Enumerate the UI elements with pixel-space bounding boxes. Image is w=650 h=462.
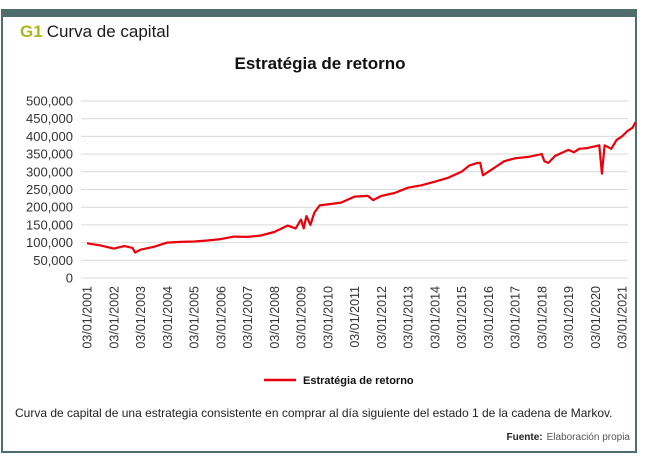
- y-tick-label: 0: [66, 271, 73, 286]
- series-line: [86, 121, 637, 254]
- source-label: Fuente:: [506, 432, 543, 443]
- y-tick-label: 300,000: [26, 164, 73, 179]
- y-tick-label: 350,000: [26, 147, 73, 162]
- y-tick-label: 500,000: [26, 94, 73, 109]
- x-tick-label: 03/01/2005: [188, 286, 202, 349]
- x-tick-label: 03/01/2021: [616, 286, 630, 349]
- y-tick-label: 250,000: [26, 182, 73, 197]
- x-tick-label: 03/01/2014: [428, 286, 442, 349]
- x-tick-label: 03/01/2008: [268, 286, 282, 349]
- x-tick-label: 03/01/2013: [402, 286, 416, 349]
- y-tick-label: 400,000: [26, 129, 73, 144]
- x-tick-label: 03/01/2020: [589, 286, 603, 349]
- x-tick-label: 03/01/2016: [482, 286, 496, 349]
- y-tick-label: 50,000: [33, 253, 73, 268]
- x-tick-label: 03/01/2007: [241, 286, 255, 349]
- x-tick-label: 03/01/2017: [509, 286, 523, 349]
- x-tick-label: 03/01/2002: [107, 286, 121, 349]
- legend-label: Estratégia de retorno: [303, 375, 414, 387]
- y-axis-tick-labels: 0 50,000 100,000 150,000 200,000 250,000 300,0…: [26, 94, 73, 286]
- y-tick-label: 200,000: [26, 200, 73, 215]
- x-tick-label: 03/01/2010: [321, 286, 335, 349]
- x-tick-label: 03/01/2018: [535, 286, 549, 349]
- source-value: Elaboración propia: [546, 432, 630, 443]
- figure-header: G1 Curva de capital: [20, 22, 170, 42]
- x-tick-label: 03/01/2012: [375, 286, 389, 349]
- x-tick-label: 03/01/2015: [455, 286, 469, 349]
- x-tick-label: 03/01/2004: [161, 286, 175, 349]
- grid-lines: [81, 100, 628, 279]
- x-tick-label: 03/01/2001: [81, 286, 95, 349]
- figure-title: Curva de capital: [46, 22, 170, 41]
- x-tick-label: 03/01/2011: [348, 286, 362, 348]
- y-tick-label: 150,000: [26, 217, 73, 232]
- x-tick-label: 03/01/2019: [562, 286, 576, 349]
- x-axis-tick-labels: 03/01/2001 03/01/2002 03/01/2003 03/01/2004…: [81, 286, 630, 349]
- x-tick-label: 03/01/2003: [134, 286, 148, 349]
- y-tick-label: 100,000: [26, 235, 73, 250]
- figure-frame: [1, 9, 637, 453]
- figure-source: Fuente: Elaboración propia: [507, 432, 631, 443]
- line-chart: 0 50,000 100,000 150,000 200,000 250,000 300,0…: [26, 94, 637, 387]
- chart-title: Estratégia de retorno: [234, 54, 406, 73]
- y-tick-label: 450,000: [26, 111, 73, 126]
- figure-tag: G1: [20, 22, 43, 41]
- x-tick-label: 03/01/2006: [214, 286, 228, 349]
- x-tick-label: 03/01/2009: [295, 286, 309, 349]
- figure-caption: Curva de capital de una estrategia consi…: [15, 406, 613, 420]
